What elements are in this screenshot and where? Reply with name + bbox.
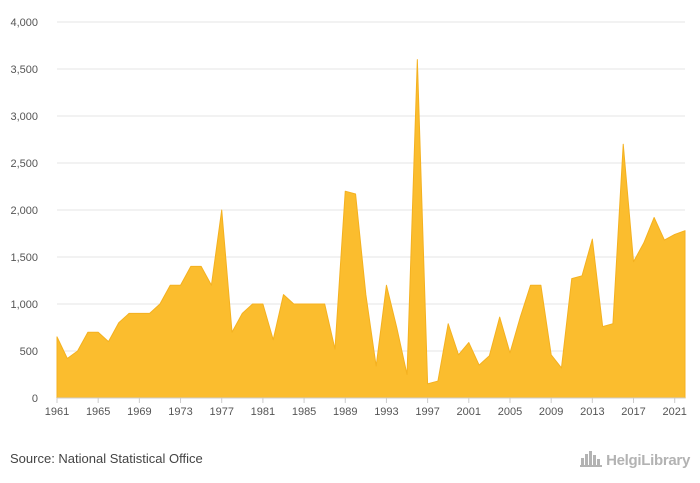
x-tick-label: 1981 [251, 406, 275, 418]
x-tick-label: 1969 [127, 406, 151, 418]
brand-name: HelgiLibrary [606, 451, 690, 469]
y-tick-label: 3,000 [10, 111, 38, 123]
city-skyline-icon [580, 449, 603, 471]
x-tick-label: 1989 [333, 406, 357, 418]
y-tick-label: 1,000 [10, 299, 38, 311]
y-tick-label: 2,500 [10, 158, 38, 170]
x-tick-label: 2017 [621, 406, 645, 418]
y-tick-label: 2,000 [10, 205, 38, 217]
y-tick-label: 4,000 [10, 17, 38, 29]
series-area-path [56, 59, 686, 399]
x-tick-label: 2005 [498, 406, 522, 418]
y-tick-label: 0 [32, 393, 38, 405]
x-tick-label: 2021 [662, 406, 686, 418]
axes [56, 397, 685, 403]
x-tick-label: 2013 [580, 406, 604, 418]
x-tick-label: 1997 [415, 406, 439, 418]
x-tick-label: 2009 [539, 406, 563, 418]
area-chart: 05001,0001,5002,0002,5003,0003,5004,000 … [10, 17, 687, 418]
x-tick-label: 1977 [209, 406, 233, 418]
x-tick-label: 1961 [45, 406, 69, 418]
y-tick-label: 500 [20, 346, 38, 358]
series-area [56, 59, 686, 399]
x-tick-label: 1985 [292, 406, 316, 418]
x-axis-tick-labels: 1961 1965 1969 1973 1977 1981 1985 1989 1993 1997… [45, 406, 687, 418]
y-tick-label: 3,500 [10, 64, 38, 76]
y-axis-tick-labels: 0 500 1,000 1,500 2,000 2,500 3,000 3,500 4,000 [10, 17, 38, 405]
source-note: Source: National Statistical Office [10, 451, 203, 466]
y-tick-label: 1,500 [10, 252, 38, 264]
x-tick-label: 1993 [374, 406, 398, 418]
x-tick-label: 1973 [168, 406, 192, 418]
x-tick-label: 1965 [86, 406, 110, 418]
x-tick-label: 2001 [457, 406, 481, 418]
brand-logo: HelgiLibrary [580, 449, 690, 471]
